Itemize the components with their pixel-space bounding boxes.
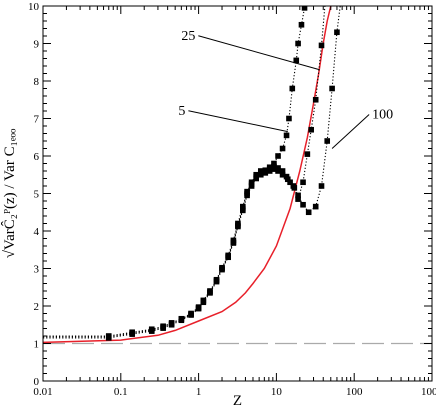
data-point xyxy=(266,168,273,174)
data-point xyxy=(160,325,166,331)
data-point xyxy=(293,57,300,64)
data-point xyxy=(248,183,255,189)
data-point xyxy=(283,132,290,139)
data-point xyxy=(295,196,301,202)
data-point xyxy=(195,305,202,312)
x-axis-title: Z xyxy=(233,393,242,409)
series-line-dotted xyxy=(43,6,309,337)
y-tick-label: 0 xyxy=(34,376,40,388)
data-point xyxy=(298,21,305,28)
data-point xyxy=(324,138,331,144)
data-point xyxy=(312,96,319,103)
y-tick-label: 5 xyxy=(34,189,40,201)
data-point xyxy=(244,192,250,199)
data-point xyxy=(305,209,312,216)
series-layer xyxy=(43,6,432,345)
data-point xyxy=(318,42,325,49)
data-point xyxy=(312,203,319,210)
x-tick-label: 0.01 xyxy=(33,386,52,398)
y-tick-label: 7 xyxy=(34,114,40,126)
y-tick-label: 3 xyxy=(34,264,40,276)
data-point xyxy=(235,223,241,230)
y-axis-title: √VarĈ₂ᴾ(z) / Var C₁ₑₒₒ xyxy=(1,128,18,258)
data-point xyxy=(334,29,340,36)
data-point xyxy=(257,171,264,178)
annotation-leader-line xyxy=(198,35,320,71)
data-point xyxy=(279,168,286,174)
data-point xyxy=(284,176,291,183)
annotations-layer: 25 5 100 xyxy=(178,29,393,149)
data-point xyxy=(300,179,306,186)
series-group xyxy=(43,6,432,345)
data-point xyxy=(318,183,325,189)
y-tick-label: 2 xyxy=(34,301,40,313)
data-point xyxy=(295,40,301,47)
data-point xyxy=(271,166,277,172)
y-tick-label: 6 xyxy=(34,151,40,163)
data-point xyxy=(213,278,220,285)
series-annotation-label: 5 xyxy=(178,104,185,119)
data-point xyxy=(279,145,286,152)
data-point xyxy=(219,266,225,273)
data-point xyxy=(178,317,185,324)
data-point xyxy=(188,312,194,318)
annotation-leader-line xyxy=(331,114,370,149)
data-point xyxy=(279,171,286,178)
data-point xyxy=(129,331,135,337)
data-point xyxy=(207,290,213,296)
data-point xyxy=(329,85,335,92)
data-point xyxy=(290,183,297,189)
data-point xyxy=(253,175,260,182)
data-point xyxy=(225,254,231,261)
y-tick-label: 10 xyxy=(28,1,40,13)
data-point xyxy=(230,240,237,246)
annotation-leader-line xyxy=(188,110,288,133)
plot-frame xyxy=(42,5,433,382)
x-tick-label: 10 xyxy=(271,386,283,398)
series-annotation-label: 25 xyxy=(181,29,195,44)
data-point xyxy=(275,168,281,174)
data-point xyxy=(275,153,281,159)
y-tick-label: 8 xyxy=(34,76,40,88)
data-point xyxy=(300,201,306,208)
data-point xyxy=(271,160,277,167)
series-line-dotted xyxy=(43,6,341,339)
y-tick-label: 1 xyxy=(34,339,40,351)
y-tick-label: 9 xyxy=(34,39,40,51)
data-point xyxy=(275,165,281,171)
x-tick-label: 0.1 xyxy=(114,386,128,398)
data-point xyxy=(286,115,292,122)
data-point xyxy=(304,151,311,157)
data-point xyxy=(289,85,296,92)
data-point xyxy=(262,170,269,176)
x-tick-label: 100 xyxy=(346,386,363,398)
data-point xyxy=(240,207,246,214)
data-point xyxy=(148,328,155,334)
data-point xyxy=(200,299,207,306)
data-point xyxy=(105,335,112,341)
data-point xyxy=(295,192,301,199)
data-point xyxy=(301,6,308,11)
series-annotation-label: 100 xyxy=(372,108,393,123)
data-point xyxy=(168,321,175,328)
y-tick-label: 4 xyxy=(34,226,40,238)
x-tick-label: 1 xyxy=(196,386,202,398)
data-point xyxy=(308,126,314,133)
